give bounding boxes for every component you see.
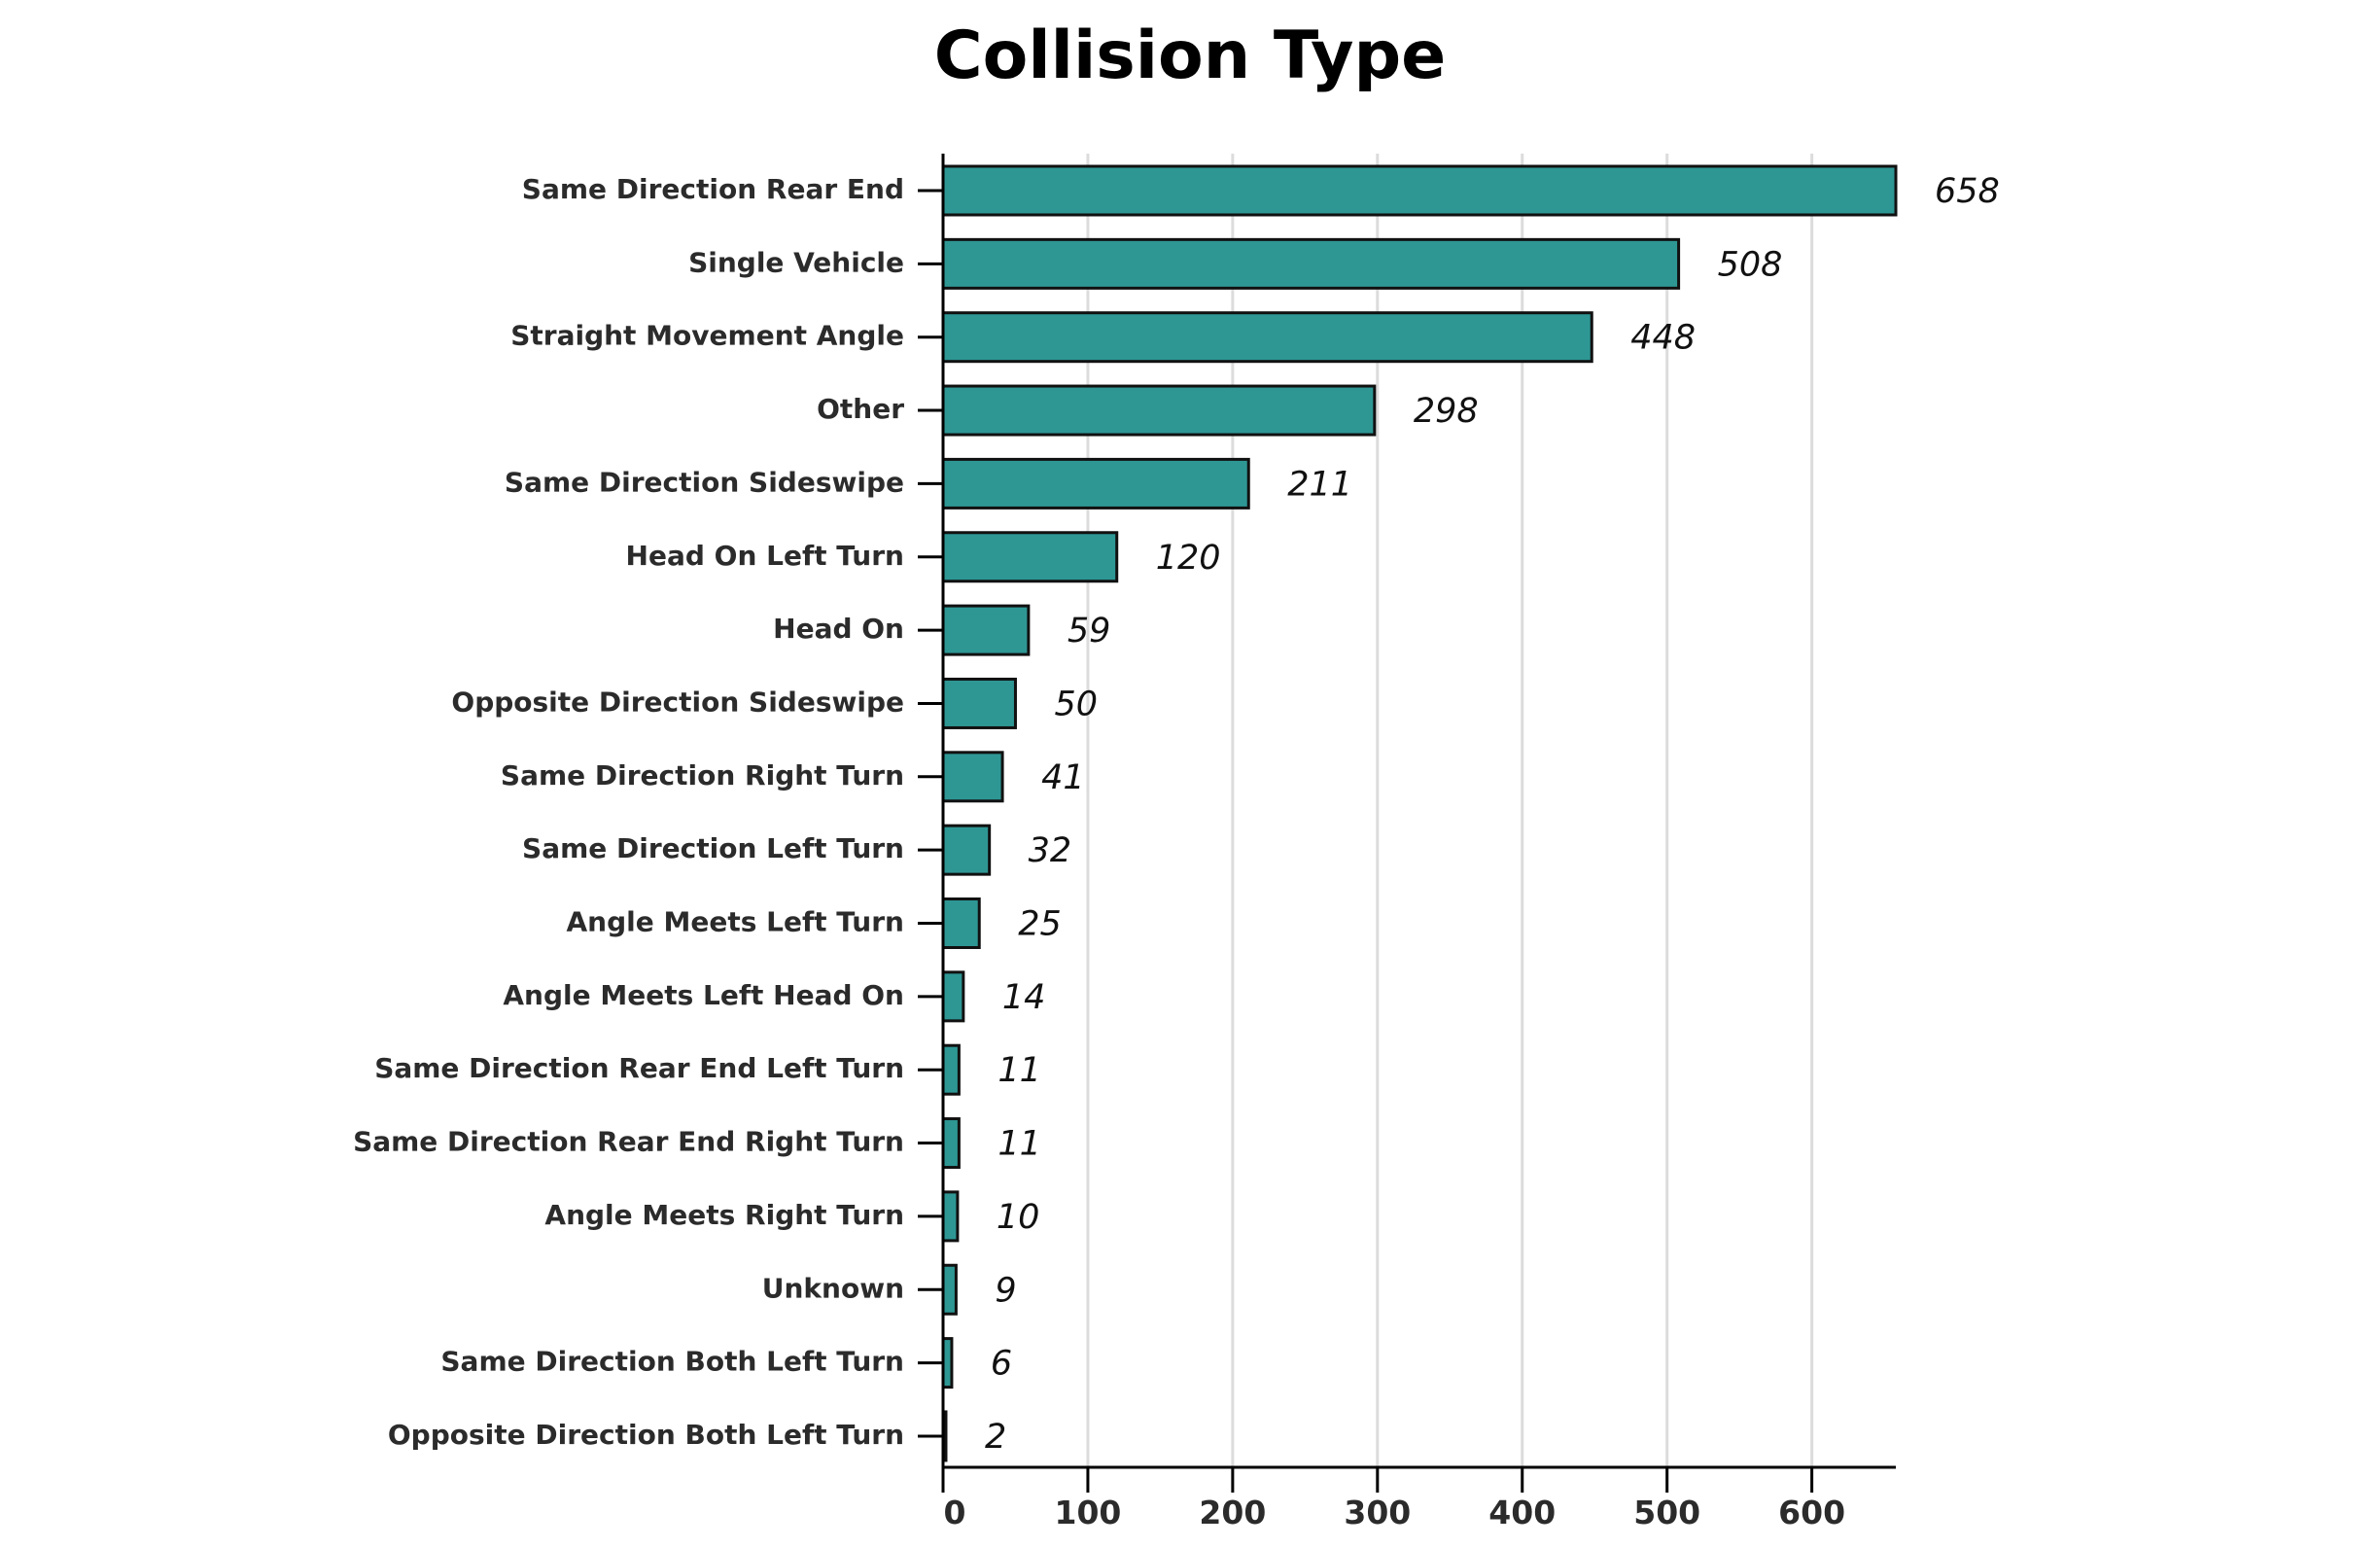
bar-15 [941,1263,958,1316]
bar-12 [941,1043,961,1096]
value-label-16: 6 [991,1345,1012,1384]
x-tick-label-200: 200 [1199,1494,1266,1531]
x-tick-label-500: 500 [1633,1494,1700,1531]
bars [941,164,1898,1462]
x-tick-label-100: 100 [1054,1494,1121,1531]
value-label-15: 9 [995,1271,1016,1310]
category-label-8: Same Direction Right Turn [501,759,904,792]
value-label-9: 32 [1029,831,1072,870]
category-label-13: Same Direction Rear End Right Turn [353,1126,904,1158]
category-label-15: Unknown [762,1272,904,1304]
x-tick-label-0: 0 [944,1494,966,1531]
value-label-5: 120 [1156,539,1221,578]
category-label-12: Same Direction Rear End Left Turn [374,1052,904,1084]
value-label-11: 14 [1002,978,1046,1017]
value-label-8: 41 [1041,758,1085,797]
category-label-9: Same Direction Left Turn [522,832,904,864]
value-label-3: 298 [1414,392,1479,431]
value-label-0: 658 [1935,172,2000,211]
category-label-2: Straight Movement Angle [510,320,904,352]
bar-14 [941,1190,960,1243]
bar-13 [941,1117,961,1170]
value-label-13: 11 [998,1125,1041,1164]
axes [918,154,1896,1493]
bar-5 [941,531,1119,583]
value-label-14: 10 [997,1198,1040,1237]
x-tick-label-400: 400 [1488,1494,1556,1531]
bar-11 [941,970,965,1023]
category-label-0: Same Direction Rear End [522,173,904,205]
bar-4 [941,457,1250,510]
category-label-16: Same Direction Both Left Turn [440,1346,904,1378]
category-label-5: Head On Left Turn [626,540,904,572]
bar-6 [941,604,1031,656]
grid-lines [1086,154,1814,1467]
category-label-10: Angle Meets Left Turn [567,906,904,938]
bar-9 [941,824,992,876]
value-label-4: 211 [1287,465,1352,504]
value-label-6: 59 [1068,612,1111,651]
category-label-3: Other [817,393,904,425]
labels: Same Direction Rear End 658 Single Vehicle… [353,172,2000,1531]
bar-10 [941,897,981,949]
bar-8 [941,751,1004,803]
bar-3 [941,384,1377,437]
x-tick-label-300: 300 [1344,1494,1411,1531]
category-label-7: Opposite Direction Sideswipe [451,686,904,718]
value-label-1: 508 [1718,245,1783,284]
value-label-10: 25 [1018,905,1062,944]
category-label-17: Opposite Direction Both Left Turn [388,1419,904,1451]
bar-1 [941,237,1681,290]
bar-0 [941,164,1898,217]
category-label-4: Same Direction Sideswipe [505,466,904,498]
category-label-14: Angle Meets Right Turn [544,1199,904,1231]
value-label-7: 50 [1054,685,1098,723]
category-label-1: Single Vehicle [688,246,904,278]
value-label-12: 11 [998,1051,1041,1090]
bar-7 [941,677,1017,729]
value-label-2: 448 [1630,319,1696,358]
value-label-17: 2 [985,1418,1006,1457]
bar-2 [941,311,1593,364]
chart-title: Collision Type [933,18,1447,94]
category-label-6: Head On [773,613,904,645]
category-label-11: Angle Meets Left Head On [503,979,904,1011]
x-tick-label-600: 600 [1778,1494,1845,1531]
